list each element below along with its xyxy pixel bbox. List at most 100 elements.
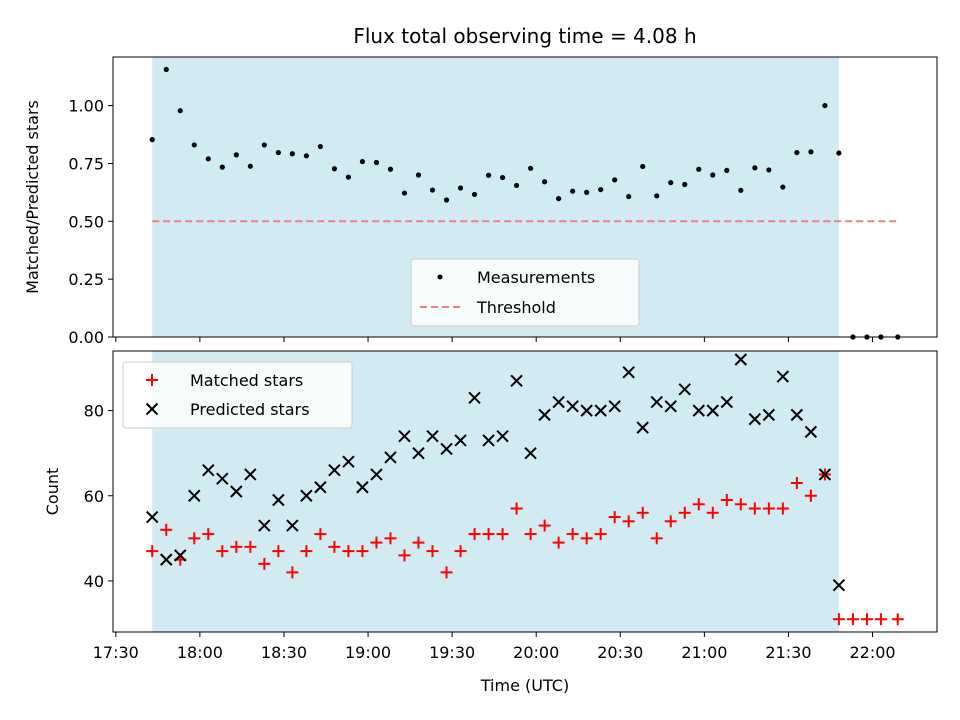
bottom-legend-box (122, 361, 353, 429)
measurement-point (766, 167, 772, 173)
predicted-star-point (818, 468, 832, 481)
measurement-point (317, 143, 324, 150)
measurement-point (457, 185, 464, 191)
measurement-point (163, 66, 169, 73)
matched-star-point (188, 532, 201, 545)
measurement-point (275, 149, 281, 156)
matched-star-point (706, 506, 719, 519)
matched-star-point (314, 528, 327, 541)
chart-title: Flux total observing time = 4.08 h (353, 24, 696, 48)
bottom-panel-counts: 40 60 80 17:30 18:00 18:30 19:00 19:30 20:00 20:… (43, 350, 938, 695)
predicted-star-point (426, 429, 439, 443)
measurement-point (612, 177, 618, 183)
predicted-star-point (258, 519, 271, 532)
x-tick-label: 19:30 (429, 643, 475, 662)
matched-star-point (594, 528, 607, 541)
predicted-star-point (776, 370, 790, 383)
matched-star-point (860, 613, 873, 626)
matched-star-point (328, 540, 341, 553)
predicted-star-point (188, 489, 201, 502)
predicted-star-point (216, 472, 229, 485)
legend-cross-glyph (145, 402, 159, 416)
x-tick-label: 18:30 (261, 643, 307, 662)
matched-star-point (398, 549, 411, 562)
matched-star-point (891, 613, 904, 626)
matched-star-point (454, 545, 467, 558)
predicted-star-point (832, 578, 846, 592)
measurement-point (471, 191, 478, 198)
matched-star-point (650, 532, 663, 545)
predicted-star-point (748, 412, 762, 426)
predicted-star-point (230, 485, 243, 498)
measurement-point (387, 166, 394, 172)
x-tick-label: 18:00 (177, 643, 223, 662)
legend-plus-glyph (146, 374, 158, 386)
matched-star-point (734, 498, 747, 511)
measurement-point (177, 108, 183, 114)
predicted-star-point (580, 404, 593, 417)
predicted-star-point (790, 408, 804, 422)
measurement-point (233, 152, 239, 158)
matched-star-point (230, 540, 243, 553)
bottom-panel-y-axis-label: Count (43, 468, 62, 516)
matched-star-point (384, 532, 397, 545)
measurement-point (415, 172, 422, 178)
matched-star-point (272, 545, 285, 558)
bottom-panel-legend: Matched stars Predicted stars (122, 361, 353, 429)
measurement-point (794, 149, 800, 156)
matched-star-point (566, 528, 579, 541)
top-panel-markers (149, 66, 901, 340)
predicted-star-point (398, 429, 411, 443)
legend-measurements-label: Measurements (477, 268, 595, 287)
x-tick-label: 19:00 (345, 643, 391, 662)
measurement-point (654, 193, 660, 199)
top-panel-frame (112, 56, 938, 338)
predicted-star-point (720, 395, 734, 409)
measurement-point (780, 184, 786, 190)
bottom-panel-markers (146, 353, 904, 626)
matched-star-point (552, 536, 565, 549)
predicted-star-point (300, 489, 313, 502)
x-tick-label: 22:00 (849, 643, 895, 662)
predicted-star-point (412, 446, 425, 460)
predicted-star-point (440, 442, 453, 456)
measurement-point (640, 163, 646, 170)
matched-star-point (482, 528, 495, 541)
matched-star-point (538, 519, 551, 532)
predicted-star-point (496, 429, 509, 443)
legend-predicted-marker (145, 402, 159, 416)
legend-predicted-label: Predicted stars (190, 400, 310, 419)
predicted-star-point (202, 464, 215, 477)
measurement-point (345, 174, 352, 180)
top-panel-ratio: 0.00 0.25 0.50 0.75 1.00 Matched/Predicted s… (23, 56, 938, 347)
x-tick-label: 20:30 (597, 643, 643, 662)
measurement-point (598, 186, 604, 193)
measurement-point (682, 181, 688, 188)
matched-star-point (636, 506, 649, 519)
measurement-point (443, 197, 450, 203)
x-tick-label: 21:30 (765, 643, 811, 662)
predicted-star-point (160, 553, 173, 566)
bottom-panel-y-ticks: 40 60 80 (84, 402, 113, 591)
predicted-star-point (538, 408, 551, 422)
measurement-point (289, 151, 295, 157)
measurement-point (570, 188, 576, 194)
matched-star-point (762, 502, 775, 515)
matched-star-point (678, 506, 691, 519)
measurement-point (359, 158, 366, 165)
matched-star-point (692, 498, 705, 511)
predicted-star-point (566, 400, 579, 413)
matched-star-point (790, 476, 803, 489)
predicted-star-point (286, 519, 299, 532)
matched-star-point (608, 511, 621, 524)
matched-star-point (832, 613, 845, 626)
measurement-point (219, 164, 225, 170)
matched-star-point (874, 613, 887, 626)
measurement-point (808, 149, 814, 155)
matched-star-point (468, 528, 481, 541)
matched-star-point (776, 502, 789, 515)
matched-star-point (622, 515, 635, 528)
y-tick-label: 80 (84, 402, 104, 421)
matched-star-point (258, 557, 271, 570)
measurement-point (303, 153, 309, 159)
